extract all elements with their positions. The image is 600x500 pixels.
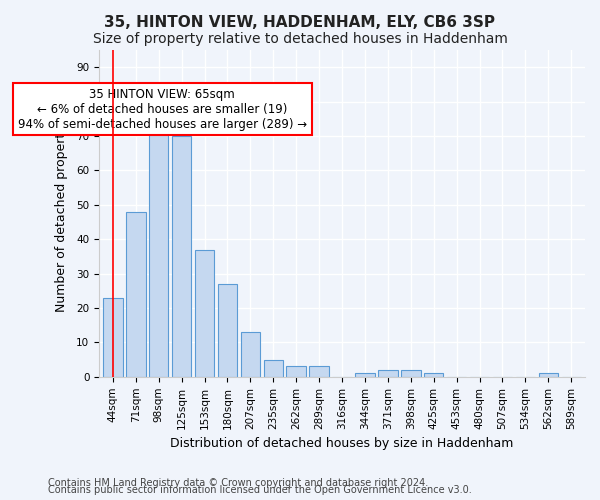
Bar	[286, 366, 306, 377]
Bar	[424, 374, 443, 377]
Bar	[218, 284, 237, 377]
Bar	[539, 374, 558, 377]
Bar	[195, 250, 214, 377]
Bar	[263, 360, 283, 377]
Bar	[126, 212, 146, 377]
Bar	[149, 119, 169, 377]
Text: Size of property relative to detached houses in Haddenham: Size of property relative to detached ho…	[92, 32, 508, 46]
Bar	[241, 332, 260, 377]
Bar	[310, 366, 329, 377]
Text: 35, HINTON VIEW, HADDENHAM, ELY, CB6 3SP: 35, HINTON VIEW, HADDENHAM, ELY, CB6 3SP	[104, 15, 496, 30]
X-axis label: Distribution of detached houses by size in Haddenham: Distribution of detached houses by size …	[170, 437, 514, 450]
Text: Contains public sector information licensed under the Open Government Licence v3: Contains public sector information licen…	[48, 485, 472, 495]
Bar	[378, 370, 398, 377]
Bar	[401, 370, 421, 377]
Y-axis label: Number of detached properties: Number of detached properties	[55, 115, 68, 312]
Text: Contains HM Land Registry data © Crown copyright and database right 2024.: Contains HM Land Registry data © Crown c…	[48, 478, 428, 488]
Bar	[172, 136, 191, 377]
Text: 35 HINTON VIEW: 65sqm
← 6% of detached houses are smaller (19)
94% of semi-detac: 35 HINTON VIEW: 65sqm ← 6% of detached h…	[18, 88, 307, 130]
Bar	[103, 298, 122, 377]
Bar	[355, 374, 375, 377]
